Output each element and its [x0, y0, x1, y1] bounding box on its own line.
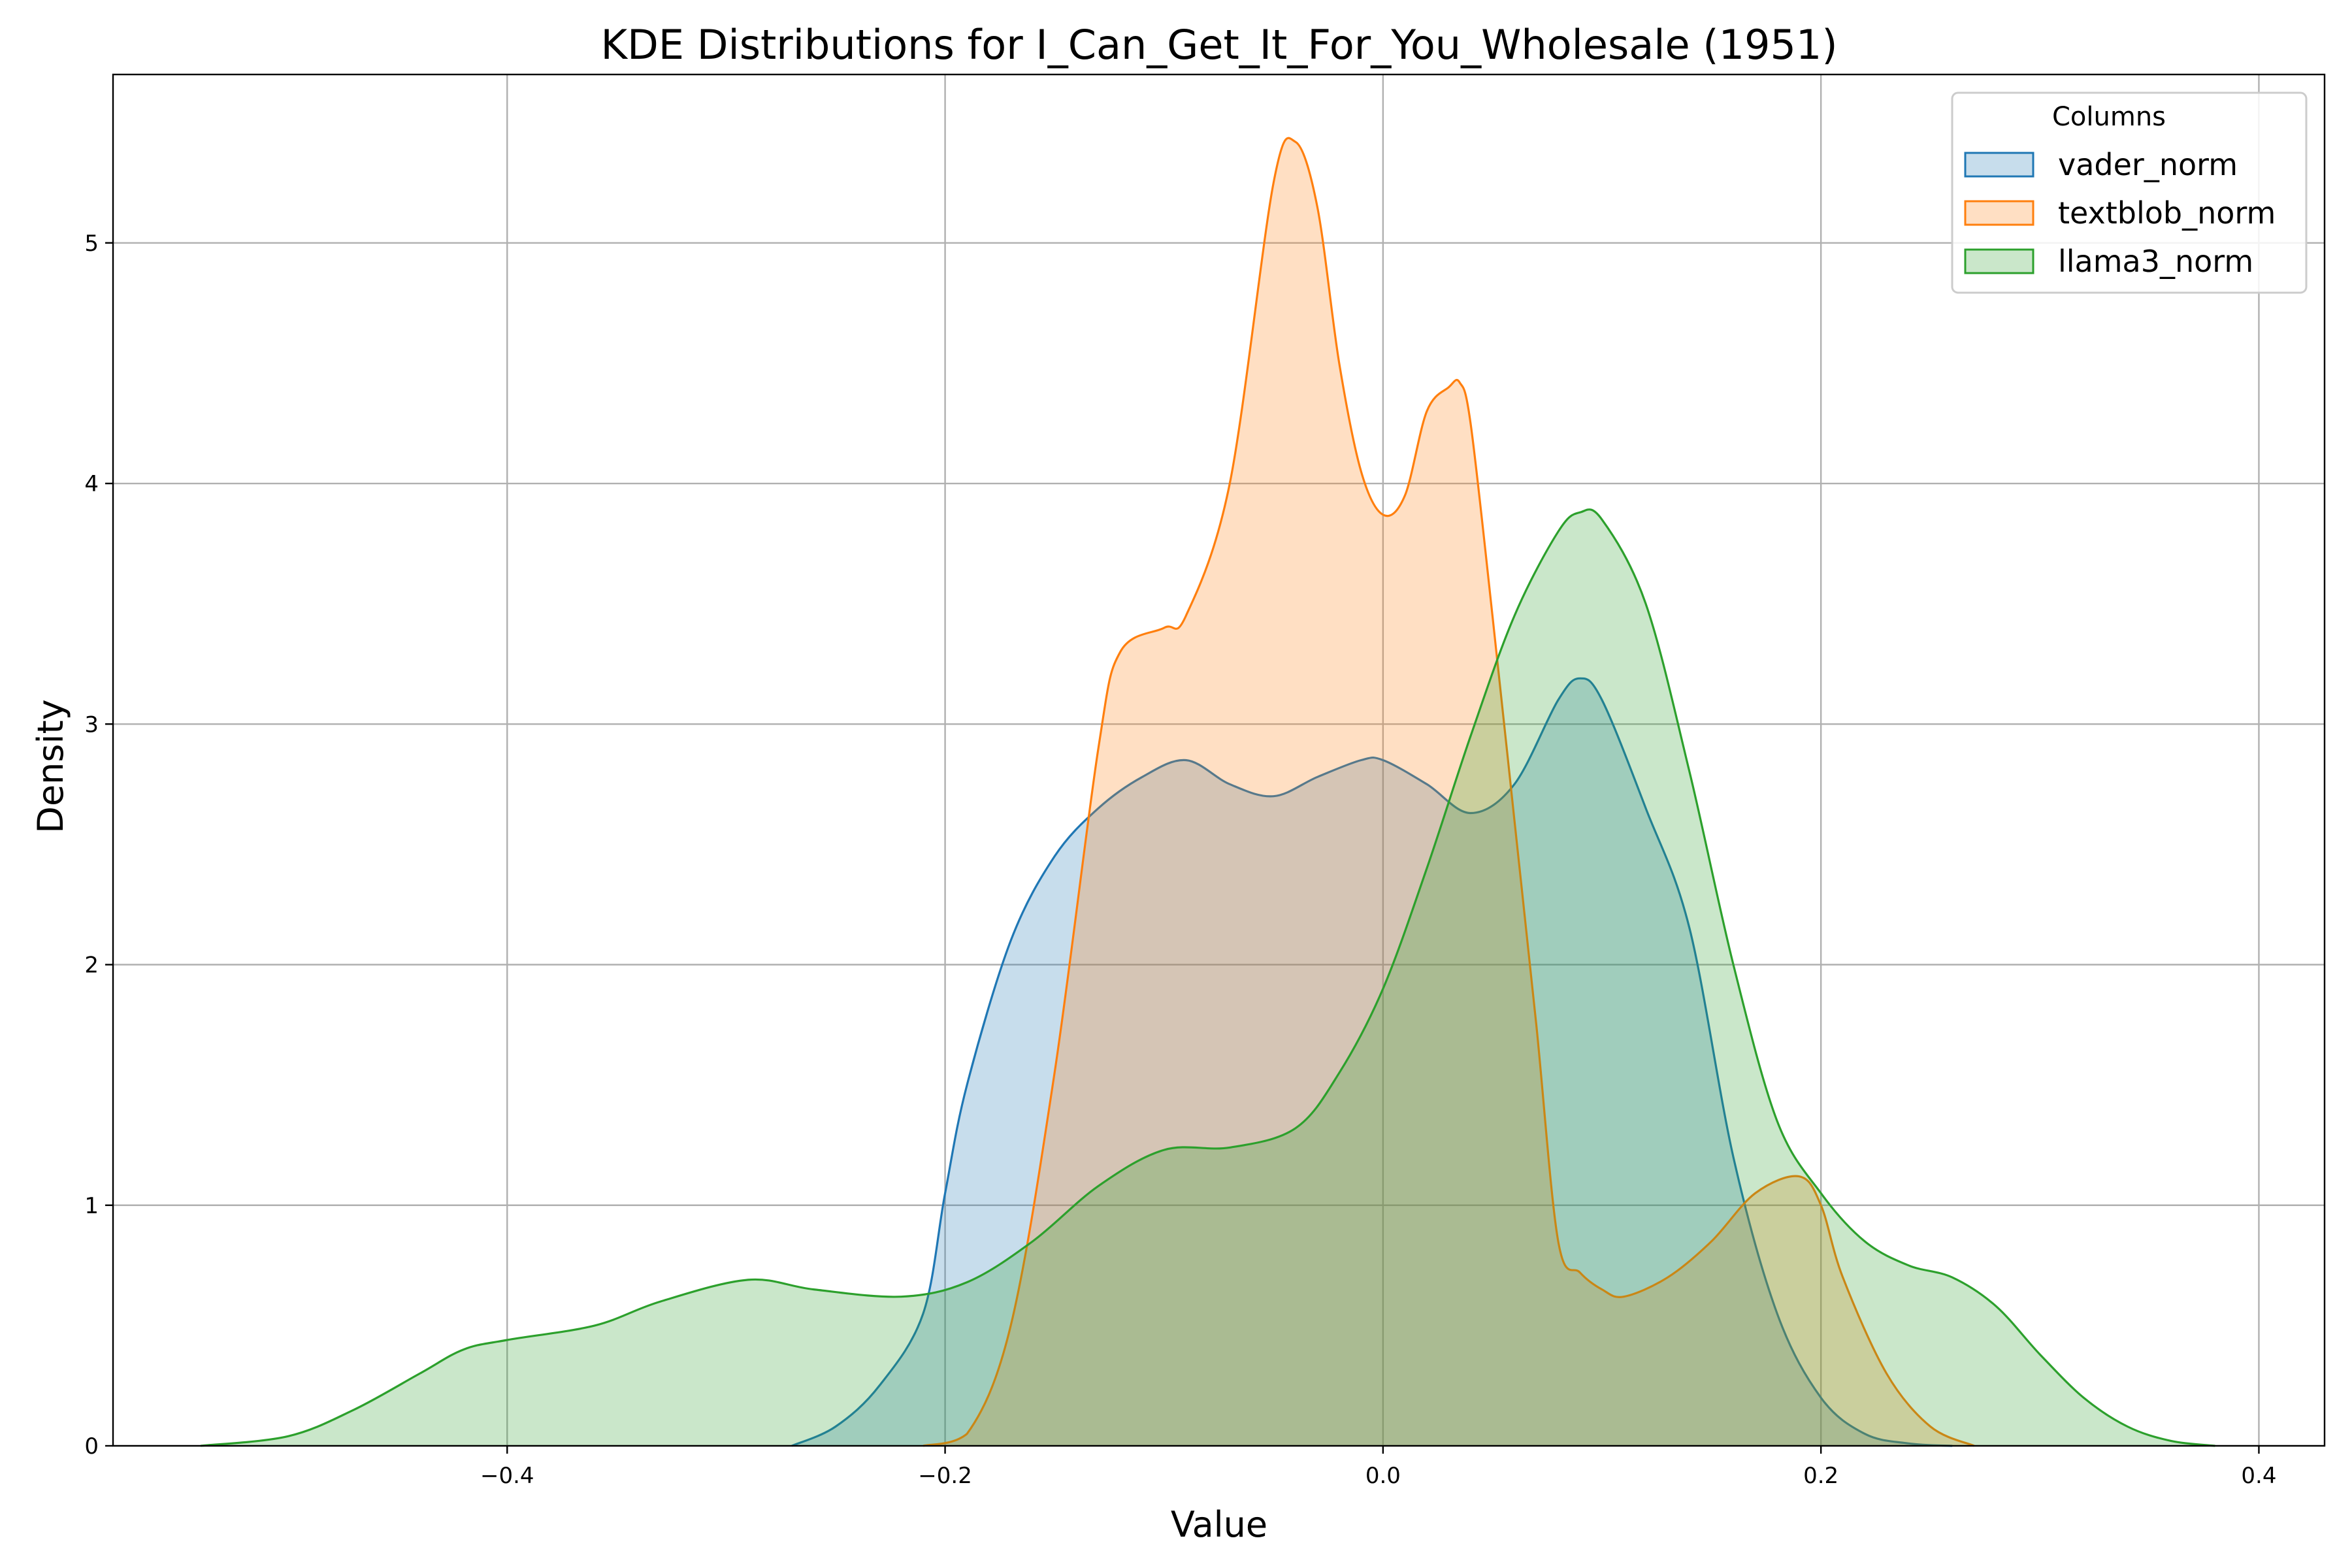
legend-swatch	[1964, 200, 2034, 226]
legend-label: textblob_norm	[2058, 195, 2276, 231]
y-tick-label: 1	[84, 1193, 99, 1219]
vader_norm-line	[791, 677, 1953, 1447]
tick-layer: −0.4 −0.2 0.0 0.2 0.4 0 1 2 3 4 5	[84, 231, 2276, 1489]
x-axis-label: Value	[1171, 1504, 1267, 1545]
series-layer	[200, 137, 2215, 1447]
textblob_norm-line	[923, 137, 1975, 1447]
y-tick-label: 0	[84, 1433, 99, 1460]
x-tick-label: 0.0	[1365, 1463, 1401, 1489]
legend-entry-llama3_norm: llama3_norm	[1964, 244, 2253, 279]
y-tick-label: 5	[84, 231, 99, 257]
legend: Columns vader_norm textblob_norm llama3_no…	[1951, 91, 2308, 294]
legend-title: Columns	[2052, 102, 2166, 132]
x-tick-label: −0.2	[918, 1463, 972, 1489]
llama3_norm-line	[200, 508, 2215, 1447]
legend-box	[1951, 91, 2308, 294]
legend-entry-vader_norm: vader_norm	[1964, 147, 2238, 182]
y-tick-label: 2	[84, 953, 99, 979]
legend-label: vader_norm	[2058, 147, 2238, 182]
y-tick-label: 3	[84, 711, 99, 738]
legend-entries: vader_norm textblob_norm llama3_norm	[1964, 147, 2276, 279]
plot-frame	[112, 73, 2326, 1447]
legend-label: llama3_norm	[2058, 244, 2253, 279]
legend-swatch	[1964, 248, 2034, 274]
x-tick-label: −0.4	[480, 1463, 534, 1489]
y-tick-label: 4	[84, 471, 99, 497]
llama3_norm-area	[201, 509, 2215, 1446]
legend-swatch	[1964, 152, 2034, 178]
x-tick-label: 0.2	[1803, 1463, 1838, 1489]
x-tick-label: 0.4	[2241, 1463, 2276, 1489]
textblob_norm-area	[923, 138, 1974, 1446]
y-axis-label: Density	[30, 699, 71, 833]
legend-entry-textblob_norm: textblob_norm	[1964, 195, 2276, 231]
chart-title: KDE Distributions for I_Can_Get_It_For_Y…	[600, 21, 1837, 69]
